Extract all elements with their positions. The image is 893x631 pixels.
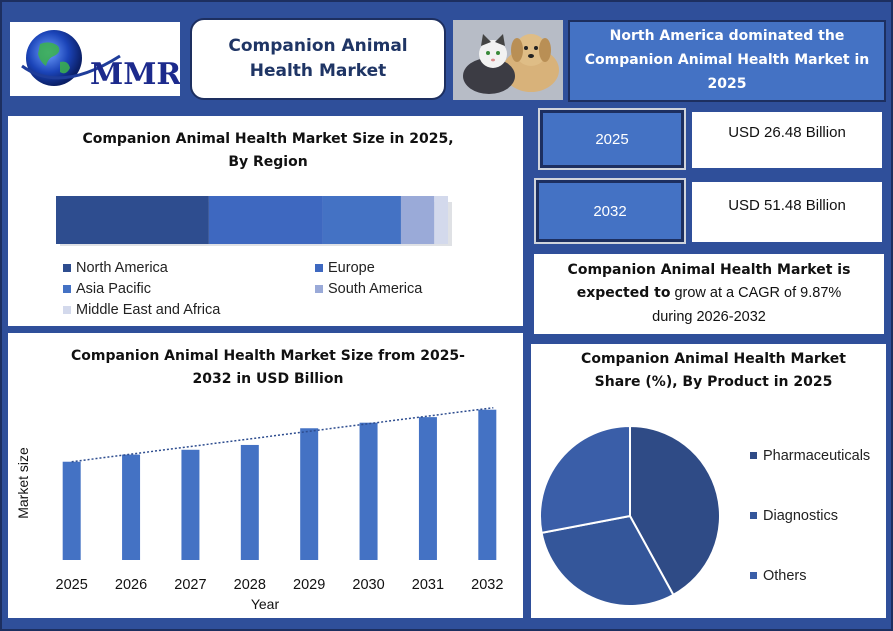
x-tick-label: 2027	[174, 577, 206, 593]
stat-year-2025: 2025	[538, 108, 686, 170]
pie-slice-pharmaceuticals	[629, 424, 721, 597]
region-legend-item: Middle East and Africa	[63, 302, 220, 318]
mmr-logo: MMR	[10, 22, 182, 96]
bar-2030	[359, 422, 378, 560]
legend-label: Europe	[328, 260, 375, 276]
legend-swatch	[315, 285, 323, 293]
legend-label: North America	[76, 260, 168, 276]
y-axis-label: Market size	[15, 447, 31, 519]
product-share-panel: Companion Animal Health Market Share (%)…	[531, 344, 886, 618]
legend-label: Asia Pacific	[76, 281, 151, 297]
region-panel: Companion Animal Health Market Size in 2…	[8, 116, 523, 326]
region-segment-asia-pacific	[322, 196, 401, 244]
title-panel: Companion Animal Health Market	[190, 18, 446, 100]
bar-2028	[240, 444, 259, 560]
bar-2025	[62, 461, 81, 560]
page-title: Companion Animal Health Market	[228, 36, 408, 81]
region-segment-north-america	[56, 196, 209, 244]
bar-2031	[418, 417, 437, 560]
x-tick-label: 2026	[115, 577, 147, 593]
pets-image	[453, 20, 563, 100]
stat-year-2032: 2032	[534, 178, 686, 244]
region-legend-item: Europe	[315, 260, 375, 276]
x-tick-label: 2031	[412, 577, 444, 593]
bar-2032	[478, 409, 497, 560]
region-legend-item: South America	[315, 281, 422, 297]
x-tick-label: 2032	[471, 577, 503, 593]
region-segment-europe	[208, 196, 323, 244]
bar-2026	[122, 454, 141, 560]
legend-swatch	[63, 285, 71, 293]
region-chart-title: Companion Animal Health Market Size in 2…	[82, 131, 454, 171]
trend-line	[71, 406, 494, 463]
pie-legend-swatch	[750, 452, 757, 459]
pie-legend-label: Diagnostics	[763, 508, 838, 524]
region-segment-south-america	[400, 196, 435, 244]
market-size-bar-chart: 2025 2026 2027 2028 2029 2030 2031 2032 Year Mark…	[15, 406, 503, 612]
pie-legend-label: Others	[763, 568, 807, 584]
legend-label: South America	[328, 281, 423, 297]
pie-slice-others	[539, 424, 631, 535]
logo-text: MMR	[90, 57, 180, 92]
legend-swatch	[315, 264, 323, 272]
region-stacked-bar	[56, 196, 452, 246]
region-segment-middle-east-and-africa	[434, 196, 448, 244]
stat-value-2032: USD 51.48 Billion	[692, 182, 882, 242]
region-legend-item: Asia Pacific	[63, 281, 151, 297]
cagr-text: Companion Animal Health Market is expect…	[559, 259, 859, 329]
bar-2029	[300, 428, 319, 560]
legend-swatch	[63, 264, 71, 272]
cagr-rest: grow at a CAGR of 9.87% during 2026-2032	[652, 285, 842, 325]
x-tick-label: 2025	[56, 577, 88, 593]
region-legend-item: North America	[63, 260, 168, 276]
cagr-bold: Companion Animal Health Market is expect…	[567, 262, 851, 302]
pie-slice-diagnostics	[540, 514, 675, 607]
stat-value-2025: USD 26.48 Billion	[692, 112, 882, 168]
cagr-panel: Companion Animal Health Market is expect…	[534, 254, 884, 334]
bar-2027	[181, 449, 200, 560]
pie-legend-swatch	[750, 512, 757, 519]
highlight-banner: North America dominated the Companion An…	[568, 20, 886, 102]
highlight-text: North America dominated the Companion An…	[584, 28, 870, 92]
legend-label: Middle East and Africa	[76, 302, 221, 318]
pie-legend-label: Pharmaceuticals	[763, 448, 870, 464]
product-share-title: Companion Animal Health Market Share (%)…	[581, 351, 846, 391]
x-tick-label: 2030	[352, 577, 384, 593]
market-size-panel: Companion Animal Health Market Size from…	[8, 333, 523, 618]
market-size-title: Companion Animal Health Market Size from…	[70, 348, 465, 388]
x-tick-label: 2029	[293, 577, 325, 593]
product-share-pie: Pharmaceuticals Diagnostics Others	[539, 424, 870, 607]
legend-swatch	[63, 306, 71, 314]
x-axis-label: Year	[251, 596, 280, 612]
pie-legend-swatch	[750, 572, 757, 579]
x-tick-label: 2028	[234, 577, 266, 593]
